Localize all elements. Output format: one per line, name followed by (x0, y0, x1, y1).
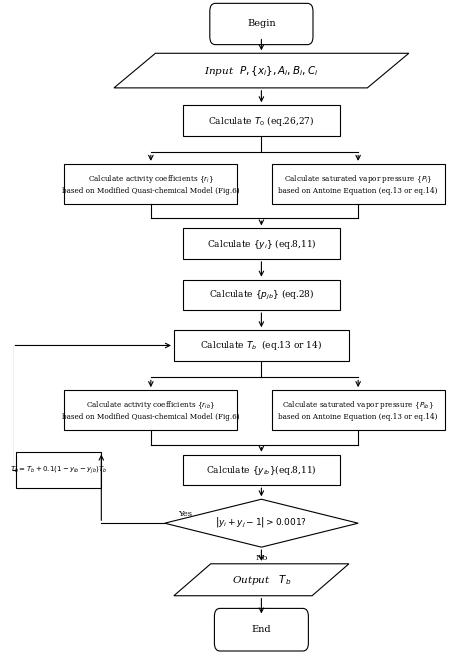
FancyBboxPatch shape (210, 3, 313, 45)
Polygon shape (174, 564, 349, 596)
Text: End: End (252, 625, 271, 634)
FancyBboxPatch shape (214, 608, 309, 651)
Text: Calculate $T_0$ (eq.26,27): Calculate $T_0$ (eq.26,27) (208, 113, 315, 127)
Bar (183, 455, 340, 486)
Text: Calculate activity coefficients $\{r_i\}$
based on Modified Quasi-chemical Model: Calculate activity coefficients $\{r_i\}… (62, 173, 240, 195)
Text: Calculate $\{y_{ib}\}$(eq.8,11): Calculate $\{y_{ib}\}$(eq.8,11) (206, 463, 317, 477)
Text: $T_b = T_b + 0.1\left(1 - y_{ib} - y_{jb}\right)T_b$: $T_b = T_b + 0.1\left(1 - y_{ib} - y_{jb… (10, 464, 108, 476)
Polygon shape (164, 499, 358, 547)
Text: Calculate saturated vapor pressure $\{P_i\}$
based on Antoine Equation (eq.13 or: Calculate saturated vapor pressure $\{P_… (278, 173, 438, 195)
Text: $\left|y_i + y_j - 1\right| > 0.001?$: $\left|y_i + y_j - 1\right| > 0.001?$ (215, 516, 308, 530)
Text: Output   $T_b$: Output $T_b$ (232, 573, 291, 587)
Text: Calculate saturated vapor pressure $\{P_{ib}\}$
based on Antoine Equation (eq.13: Calculate saturated vapor pressure $\{P_… (278, 399, 438, 422)
Polygon shape (114, 53, 409, 88)
Text: Calculate $\{y_i\}$ (eq.8,11): Calculate $\{y_i\}$ (eq.8,11) (207, 237, 316, 251)
Bar (272, 164, 445, 203)
Text: Yes: Yes (179, 510, 192, 518)
Bar (64, 390, 237, 430)
Text: No: No (255, 554, 268, 562)
Text: Begin: Begin (247, 19, 276, 29)
Bar (64, 164, 237, 203)
Text: Calculate activity coefficients $\{r_{ib}\}$
based on Modified Quasi-chemical Mo: Calculate activity coefficients $\{r_{ib… (62, 399, 240, 422)
Bar (183, 105, 340, 136)
Bar (174, 330, 349, 361)
Bar (16, 452, 101, 488)
Bar (183, 228, 340, 259)
Text: Input  $P, \{x_i\}, A_i, B_i, C_i$: Input $P, \{x_i\}, A_i, B_i, C_i$ (204, 63, 319, 77)
Text: Calculate $T_b$  (eq.13 or 14): Calculate $T_b$ (eq.13 or 14) (201, 338, 322, 352)
Text: Calculate $\{p_{jb}\}$ (eq.28): Calculate $\{p_{jb}\}$ (eq.28) (209, 288, 314, 302)
Bar (183, 279, 340, 310)
Bar (272, 390, 445, 430)
